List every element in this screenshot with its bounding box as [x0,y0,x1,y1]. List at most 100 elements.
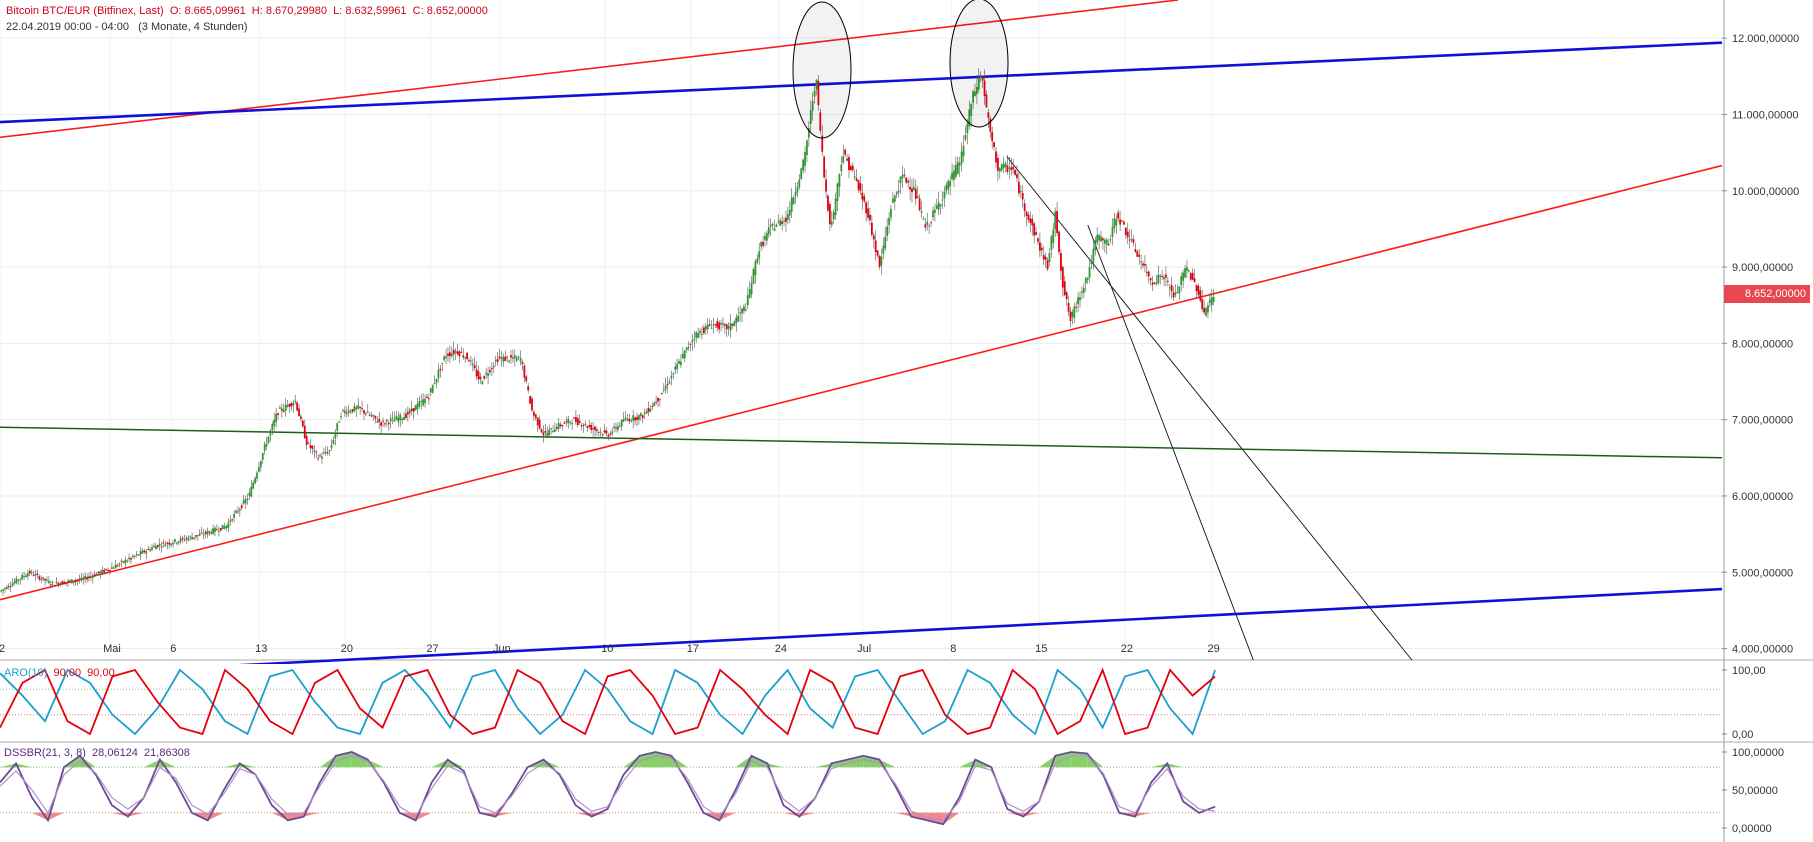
candle-up [189,536,192,538]
aroon-title: ARO(10) [4,667,48,679]
candle-up [1019,191,1022,193]
candle-down [128,557,130,559]
candle-down [93,574,96,577]
candle-up [101,569,104,574]
candle-up [67,580,69,583]
candle-up [454,351,457,353]
candle-up [179,538,182,542]
candle-down [878,255,881,267]
candle-up [233,513,236,518]
candle-down [506,356,509,358]
candle-up [294,400,297,402]
candle-up [19,578,22,580]
candle-down [1063,281,1066,296]
candle-down [97,571,100,573]
candle-up [416,403,419,410]
candle-down [542,432,545,436]
candle-up [664,385,667,390]
candle-up [481,381,484,385]
candle-up [653,402,656,407]
candle-down [997,157,999,171]
instrument-header: Bitcoin BTC/EUR (Bitfinex, Last) O: 8.66… [6,5,488,17]
candle-up [687,347,690,349]
candle-down [311,445,314,449]
candle-down [987,112,990,118]
candle-down [456,351,459,354]
candle-up [1157,274,1160,284]
candle-down [378,418,381,422]
candle-up [968,109,971,127]
candle-down [359,406,362,408]
dssbr-title: DSSBR(21, 3, 8) [4,747,86,759]
candle-down [1037,238,1039,242]
candle-up [1052,229,1055,244]
candle-up [834,198,837,216]
aroon-panel: 100,00 0,00 [0,664,1813,743]
candle-up [970,103,973,116]
candle-up [683,350,686,359]
candle-up [960,151,963,164]
candle-down [504,356,507,361]
candle-up [783,220,785,222]
candle-down [861,192,864,200]
candle-down [1147,271,1150,277]
candle-down [490,368,493,370]
candle-up [340,416,342,418]
candle-up [0,590,3,592]
candle-down [290,403,293,407]
candle-up [1077,297,1080,305]
candle-up [391,417,394,419]
candle-up [998,168,1001,172]
candle-up [208,531,211,534]
candle-down [1044,256,1047,260]
x-tick-label: 13 [255,643,267,655]
overbought-fill [223,763,240,768]
candle-up [1187,270,1190,272]
candle-up [639,413,642,416]
candle-down [382,420,384,422]
candle-down [1031,218,1034,226]
candle-down [132,555,134,557]
candle-down [718,322,721,330]
candle-up [250,486,253,497]
candle-down [460,351,463,353]
aroon-label[interactable]: ARO(10) 90,00 90,00 [4,667,115,679]
candle-down [1119,219,1122,225]
candle-up [1176,291,1179,293]
candle-up [422,399,425,406]
candle-up [72,581,75,583]
candle-up [752,269,755,284]
candle-up [1096,234,1099,243]
candle-down [1075,306,1078,308]
candle-down [582,425,585,427]
candle-down [380,422,383,426]
candle-down [1046,260,1049,270]
candle-down [36,573,39,575]
candle-down [655,401,658,403]
x-tick-label: 2 [0,643,5,655]
candle-down [819,112,822,131]
candle-down [647,407,650,413]
candle-down [771,224,774,226]
x-tick-label: 22 [1121,643,1133,655]
candle-up [11,583,14,586]
candle-down [714,324,717,326]
candle-down [219,527,222,531]
x-tick-label: 27 [426,643,438,655]
candle-up [1155,282,1158,284]
candle-up [2,589,4,591]
dssbr-label[interactable]: DSSBR(21, 3, 8) 28,06124 21,86308 [4,747,190,759]
candle-down [1010,167,1013,171]
candle-up [649,408,652,412]
candle-down [231,519,234,521]
y-tick-label: 100,00000 [1732,747,1784,759]
candle-up [47,580,50,583]
candle-up [502,356,505,362]
candle-down [930,222,932,224]
candle-up [1094,240,1097,251]
candle-up [632,415,635,421]
candle-down [538,419,541,429]
x-tick-label: 10 [601,643,613,655]
candle-up [4,588,6,590]
candle-up [450,353,453,356]
